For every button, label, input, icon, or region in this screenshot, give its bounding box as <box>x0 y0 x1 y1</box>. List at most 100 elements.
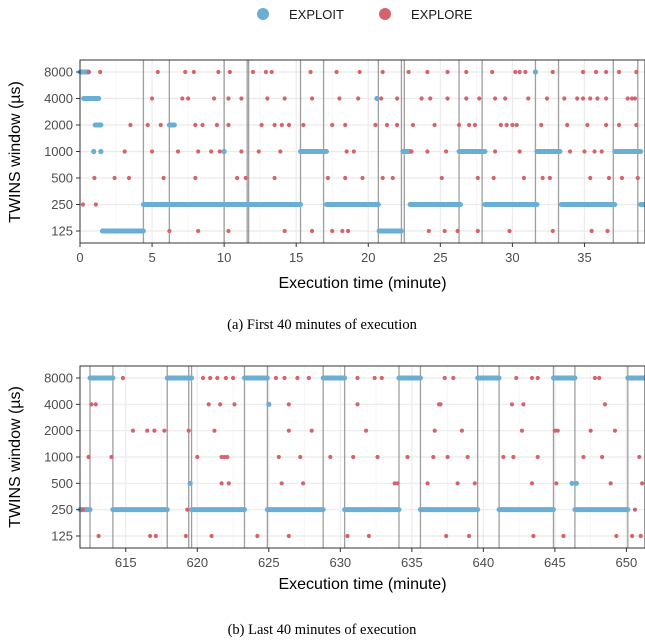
x-tick-label: 630 <box>329 555 351 570</box>
explore-point <box>384 122 390 128</box>
exploit-point <box>569 480 575 486</box>
explore-point <box>206 402 211 407</box>
exploit-point <box>98 148 104 155</box>
explore-point <box>467 122 472 128</box>
explore-point <box>343 122 348 128</box>
explore-point <box>355 402 360 407</box>
explore-point <box>444 533 449 539</box>
x-axis-title: Execution time (minute) <box>278 576 446 593</box>
explore-point <box>395 481 400 486</box>
explore-point <box>309 228 315 234</box>
explore-point <box>286 533 291 539</box>
explore-point <box>211 96 217 101</box>
explore-point <box>442 228 447 234</box>
chart-panel-first-40-minutes: 125 250 500 1000 2000 4000 8000 0 5 10 15 20 25 30 35 E… <box>7 59 645 333</box>
explore-point <box>379 96 384 101</box>
figure-caption: (a) First 40 minutes of execution <box>227 317 417 333</box>
explore-point <box>379 375 384 381</box>
explore-point <box>278 149 283 154</box>
explore-point <box>351 454 356 460</box>
explore-point <box>425 69 430 75</box>
explore-point <box>372 375 377 381</box>
explore-point <box>425 149 430 154</box>
exploit-series <box>77 375 645 513</box>
explore-point <box>445 69 450 75</box>
explore-point <box>80 507 85 512</box>
explore-point <box>640 481 645 486</box>
explore-point <box>493 149 498 154</box>
explore-point <box>477 96 482 101</box>
explore-point <box>226 228 231 234</box>
explore-point <box>510 122 515 128</box>
explore-point <box>265 96 270 101</box>
explore-point <box>593 69 599 75</box>
explore-point <box>517 149 522 154</box>
explore-point <box>225 454 230 460</box>
explore-point <box>504 122 509 128</box>
x-tick-label: 640 <box>473 555 495 570</box>
explore-point <box>255 533 260 539</box>
explore-point <box>356 96 361 101</box>
explore-point <box>130 428 136 433</box>
explore-point <box>585 122 590 128</box>
x-tick-label: 625 <box>258 555 280 570</box>
explore-point <box>366 533 372 539</box>
explore-point <box>455 481 460 486</box>
explore-point <box>145 122 150 128</box>
explore-point <box>109 454 114 460</box>
explore-point <box>581 454 586 460</box>
explore-point <box>217 149 222 154</box>
explore-point <box>89 402 94 407</box>
explore-point <box>544 96 550 101</box>
explore-point <box>282 228 287 234</box>
explore-point <box>431 454 436 460</box>
x-tick-label: 615 <box>115 555 137 570</box>
explore-point <box>523 69 528 75</box>
explore-point <box>465 454 470 460</box>
explore-point <box>535 454 540 460</box>
explore-point <box>196 228 201 234</box>
y-tick-label: 500 <box>51 171 73 186</box>
explore-point <box>550 69 555 75</box>
explore-point <box>439 175 444 181</box>
explore-point <box>301 481 306 486</box>
explore-point <box>634 69 639 75</box>
explore-point <box>308 69 313 75</box>
explore-point <box>226 122 231 128</box>
x-tick-label: 650 <box>616 555 638 570</box>
y-tick-label: 250 <box>51 502 73 517</box>
chart-panel-last-40-minutes: 125 250 500 1000 2000 4000 8000 615 620 625 630 635… <box>7 365 645 638</box>
x-tick-label: 0 <box>76 250 83 265</box>
x-tick-label: 645 <box>544 555 566 570</box>
explore-point <box>580 96 586 101</box>
explore-point <box>443 149 449 154</box>
explore-point <box>493 96 498 101</box>
explore-point <box>216 69 221 75</box>
legend-explore-label: EXPLORE <box>411 7 473 22</box>
explore-point <box>282 96 287 101</box>
explore-point <box>507 228 512 234</box>
explore-point <box>419 96 424 101</box>
explore-point <box>149 149 155 154</box>
explore-point <box>269 69 274 75</box>
explore-point <box>351 149 356 154</box>
explore-point <box>191 69 196 75</box>
explore-point <box>232 402 237 407</box>
explore-point <box>226 481 231 486</box>
explore-point <box>263 69 269 75</box>
explore-point <box>235 175 240 181</box>
explore-point <box>272 175 277 181</box>
explore-point <box>286 122 292 128</box>
explore-point <box>286 402 291 407</box>
explore-point <box>223 375 228 381</box>
explore-point <box>330 228 335 234</box>
y-tick-label: 1000 <box>44 144 73 159</box>
explore-point <box>464 96 469 101</box>
explore-point <box>428 96 433 101</box>
explore-point <box>209 149 214 154</box>
explore-point <box>561 533 566 539</box>
explore-point <box>214 122 220 128</box>
explore-point <box>345 533 350 539</box>
x-tick-label: 635 <box>401 555 423 570</box>
explore-point <box>357 69 362 75</box>
